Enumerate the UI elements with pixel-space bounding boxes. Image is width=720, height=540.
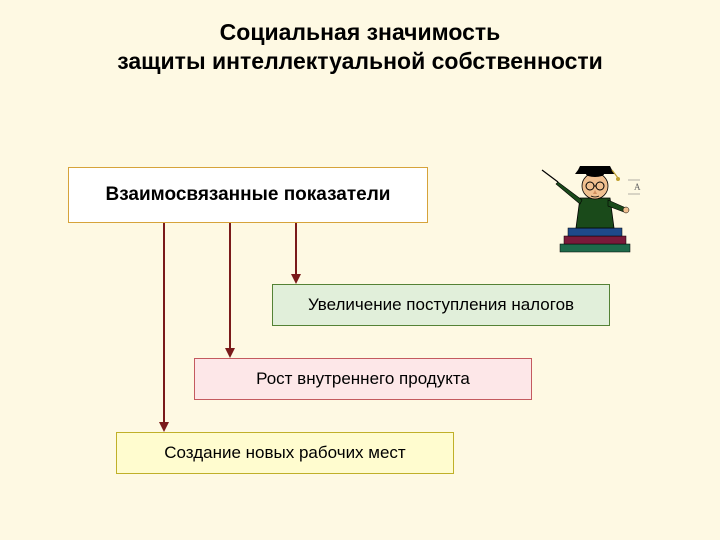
box-gdp: Рост внутреннего продукта: [194, 358, 532, 400]
box-indicators-label: Взаимосвязанные показатели: [106, 184, 391, 206]
arrow-line: [163, 223, 165, 424]
box-indicators: Взаимосвязанные показатели: [68, 167, 428, 223]
title-line1: Социальная значимость: [220, 19, 501, 45]
svg-text:A: A: [634, 182, 641, 192]
box-jobs: Создание новых рабочих мест: [116, 432, 454, 474]
box-taxes: Увеличение поступления налогов: [272, 284, 610, 326]
arrow-head: [225, 348, 235, 358]
box-taxes-label: Увеличение поступления налогов: [308, 295, 574, 315]
professor-icon: A: [540, 150, 650, 260]
arrow-line: [229, 223, 231, 350]
arrow-head: [291, 274, 301, 284]
title-line2: защиты интеллектуальной собственности: [117, 48, 603, 74]
box-gdp-label: Рост внутреннего продукта: [256, 369, 470, 389]
arrow-head: [159, 422, 169, 432]
box-jobs-label: Создание новых рабочих мест: [164, 443, 405, 463]
page-title: Социальная значимость защиты интеллектуа…: [0, 18, 720, 76]
arrow-line: [295, 223, 297, 276]
